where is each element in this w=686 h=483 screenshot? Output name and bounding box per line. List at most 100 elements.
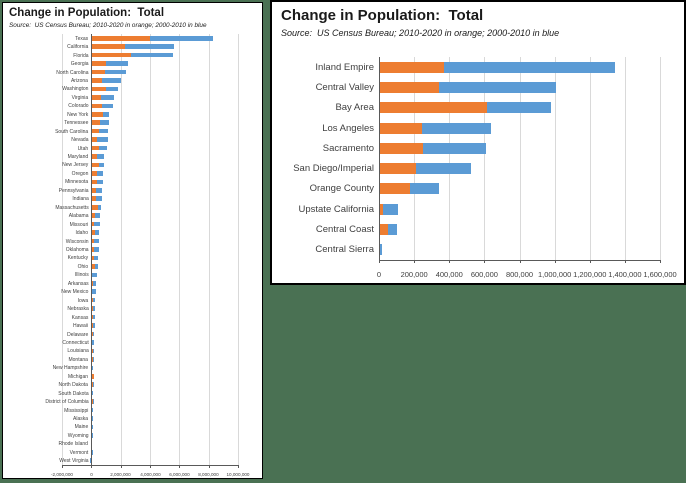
category-label: New Mexico — [61, 288, 89, 295]
bar-segment — [91, 44, 125, 49]
bar-segment — [379, 81, 439, 93]
chart-source-note: Source: US Census Bureau; 2010-2020 in o… — [9, 22, 207, 29]
bar-segment — [379, 122, 422, 134]
category-label: Arizona — [71, 77, 89, 84]
bar-segment — [93, 297, 96, 303]
category-label: Maryland — [67, 153, 89, 160]
bar-segment — [379, 61, 444, 73]
category-label: Nevada — [71, 136, 89, 143]
category-label: Minnesota — [65, 179, 89, 185]
plot-area: -2,000,000 0 2,000,000 4,000,000 6,000,000 8,… — [45, 34, 249, 477]
gridline — [120, 34, 122, 465]
category-label: Texas — [75, 35, 89, 41]
category-label: Nebraska — [66, 305, 89, 312]
bar-segment — [91, 61, 107, 66]
category-label: Michigan — [68, 373, 89, 380]
category-label: Upstate California — [298, 203, 374, 215]
bar-segment — [93, 348, 95, 354]
chart-title: Change in Population: Total — [281, 7, 484, 24]
bar-segment — [421, 122, 491, 134]
category-axis — [379, 57, 380, 260]
category-label: New Jersey — [62, 162, 89, 168]
bar-segment — [91, 213, 95, 218]
chart-source-note: Source: US Census Bureau; 2010-2020 in o… — [281, 28, 560, 38]
bar-segment — [379, 244, 382, 256]
bar-segment — [98, 162, 105, 168]
x-tick-label: -2,000,000 — [51, 472, 73, 477]
category-label: Maine — [74, 424, 89, 430]
bar-segment — [94, 213, 100, 218]
category-label: North Carolina — [56, 69, 89, 75]
axis-tick — [238, 465, 239, 468]
bar-segment — [95, 230, 100, 235]
category-label: San Diego/Imperial — [293, 163, 374, 175]
bar-segment — [92, 390, 94, 396]
category-label: Kansas — [71, 314, 89, 320]
bar-segment — [90, 373, 92, 379]
category-label: Ohio — [77, 263, 89, 270]
category-label: Tennessee — [64, 119, 89, 126]
axis-tick — [62, 465, 63, 468]
x-tick-label: 800,000 — [505, 270, 534, 279]
gridline — [179, 34, 181, 465]
bar-segment — [91, 103, 103, 109]
category-label: District of Columbia — [44, 398, 89, 405]
gridline — [150, 34, 151, 465]
axis-tick — [120, 465, 122, 468]
category-label: Central Sierra — [315, 244, 374, 256]
bar-segment — [91, 162, 99, 168]
bar-segment — [443, 61, 616, 73]
x-tick-label: 8,000,000 — [198, 472, 219, 477]
bar-segment — [94, 247, 99, 252]
category-label: Delaware — [67, 331, 89, 337]
gridline — [449, 57, 451, 260]
bar-segment — [100, 95, 115, 100]
gridline — [414, 57, 416, 260]
category-label: Pennsylvania — [58, 187, 89, 194]
x-tick-label: 400,000 — [435, 270, 463, 279]
x-tick-label: 4,000,000 — [139, 472, 161, 477]
category-label: Central Valley — [315, 81, 374, 93]
category-label: Massachusetts — [54, 204, 89, 210]
states-population-chart: Change in Population: Total Source: US C… — [2, 2, 263, 479]
bar-segment — [91, 188, 96, 193]
bar-segment — [91, 238, 95, 244]
category-label: Virginia — [71, 94, 89, 101]
bar-segment — [91, 297, 94, 303]
bar-segment — [91, 204, 99, 210]
bar-segment — [91, 120, 100, 126]
california-regions-population-chart: Change in Population: Total Source: US C… — [270, 0, 686, 285]
gridline — [589, 57, 591, 260]
x-tick-label: 600,000 — [470, 270, 498, 279]
bar-segment — [92, 357, 94, 362]
bar-segment — [91, 52, 132, 58]
bar-segment — [423, 142, 487, 154]
bar-segment — [103, 111, 110, 117]
gridline — [554, 57, 556, 260]
gridline — [660, 57, 661, 260]
x-tick-label: 0 — [376, 270, 382, 279]
bar-segment — [90, 458, 92, 464]
x-tick-label: 1,600,000 — [643, 270, 677, 279]
bar-segment — [91, 154, 98, 159]
bar-segment — [98, 145, 107, 151]
category-label: Illinois — [74, 272, 89, 278]
gridline — [238, 34, 239, 465]
category-label: Florida — [73, 52, 89, 58]
gridline — [624, 57, 626, 260]
gridline — [484, 57, 486, 260]
category-label: Kentucky — [67, 255, 89, 261]
bar-segment — [91, 247, 95, 252]
category-label: Orange County — [309, 183, 374, 195]
bar-segment — [93, 306, 95, 311]
bar-segment — [92, 323, 95, 328]
bar-segment — [379, 102, 487, 114]
bar-segment — [104, 69, 127, 75]
bar-segment — [379, 203, 383, 215]
bar-segment — [95, 188, 102, 193]
bar-segment — [97, 154, 105, 159]
bar-segment — [92, 331, 95, 337]
x-axis — [379, 260, 660, 261]
bar-segment — [102, 103, 113, 109]
